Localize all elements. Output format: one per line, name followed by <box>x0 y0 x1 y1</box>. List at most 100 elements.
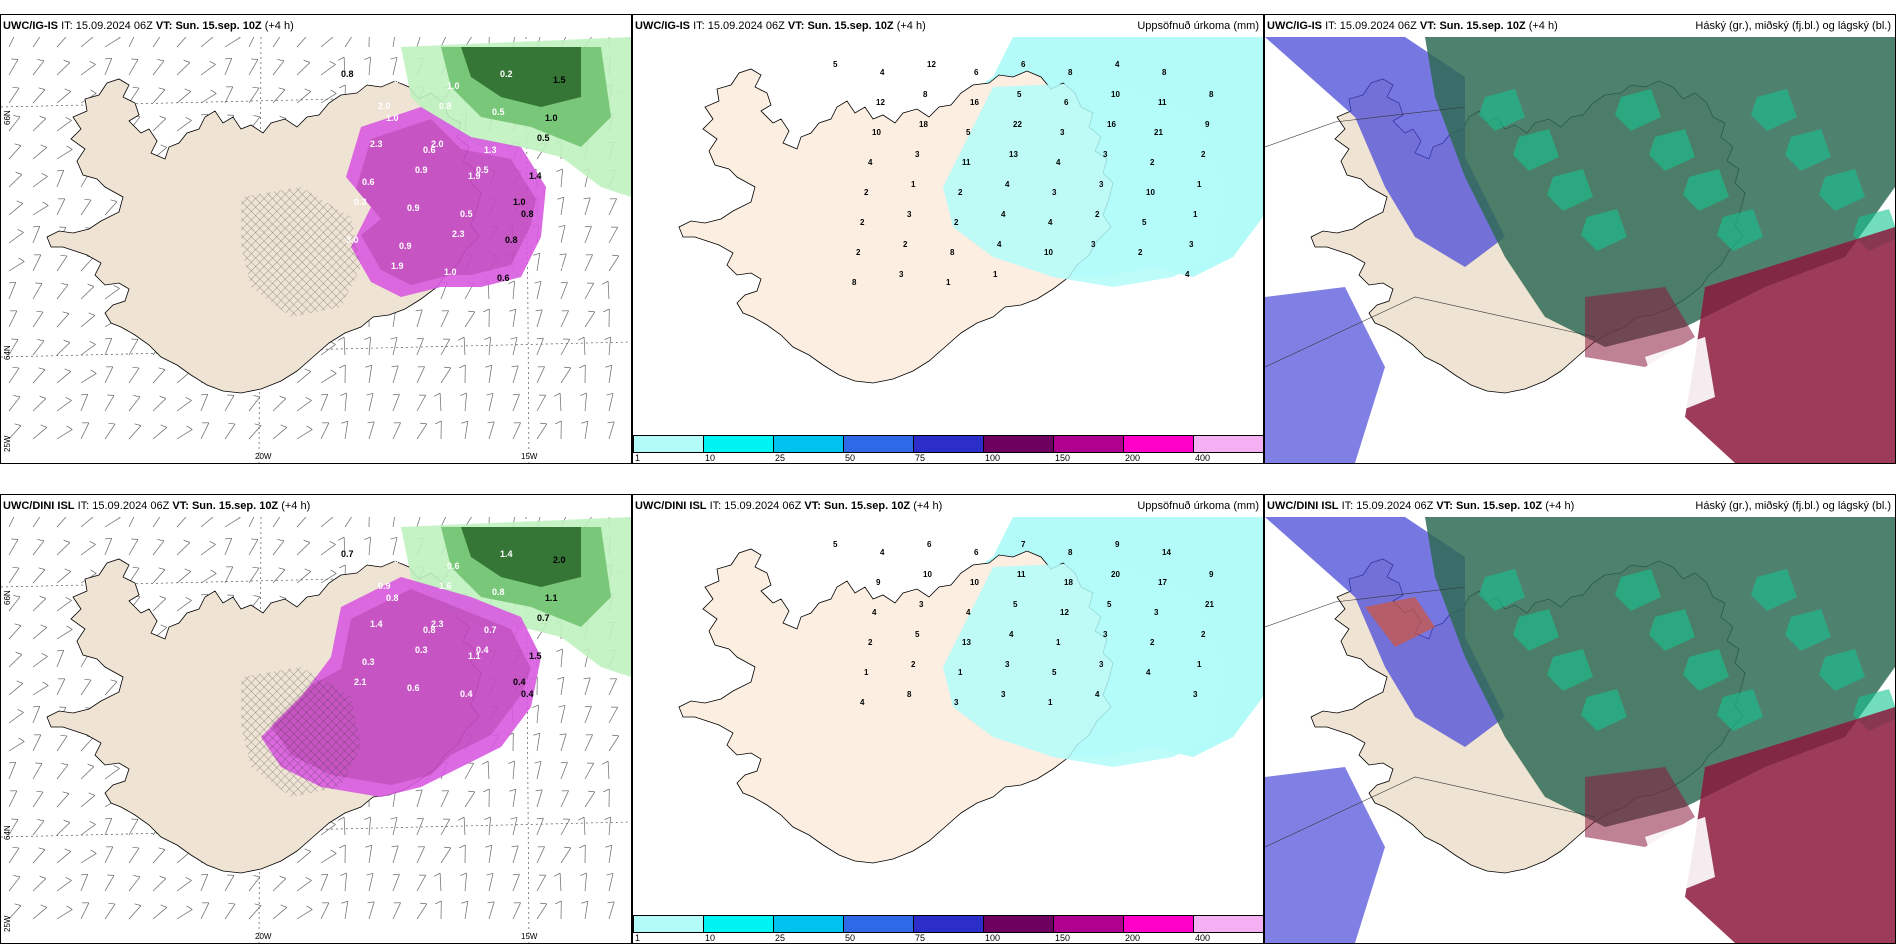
acc-value-label: 3 <box>1001 690 1006 699</box>
acc-value-label: 12 <box>876 98 885 107</box>
acc-precip-map: 5412668488128165610119101852231621243111… <box>678 37 1263 384</box>
precip-value-label: 2.3 <box>431 619 444 629</box>
legend-swatch <box>773 435 844 453</box>
legend-swatch <box>1193 435 1263 453</box>
precip-value-label: 0.6 <box>447 561 460 571</box>
precip-value-label: 0.3 <box>354 197 367 207</box>
precip-value-label: 0.8 <box>341 69 354 79</box>
legend-swatch <box>913 915 984 933</box>
precip-value-label: 0.2 <box>394 555 407 565</box>
legend-swatch <box>913 435 984 453</box>
acc-value-label: 3 <box>1154 608 1159 617</box>
cloud-panel-row1: UWC/IG-IS IT: 15.09.2024 06Z VT: Sun. 15… <box>1264 14 1896 464</box>
precip-value-label: 2.3 <box>370 139 383 149</box>
precip-value-label: 0.6 <box>362 177 375 187</box>
acc-value-label: 5 <box>1017 90 1022 99</box>
acc-value-label: 12 <box>1060 608 1069 617</box>
precip-value-label: 0.7 <box>341 549 354 559</box>
precip-value-label: 0.5 <box>476 165 489 175</box>
precip-value-label: 0.8 <box>521 209 534 219</box>
legend-label: 50 <box>845 933 856 943</box>
precip-value-label: 1.1 <box>545 593 558 603</box>
precip-value-label: 2.0 <box>553 555 566 565</box>
acc-value-label: 8 <box>1068 68 1073 77</box>
acc-value-label: 10 <box>970 578 979 587</box>
acc-value-label: 4 <box>997 240 1002 249</box>
precip-value-label: 1.0 <box>444 267 457 277</box>
acc-value-label: 2 <box>856 248 861 257</box>
acc-value-label: 4 <box>1115 60 1120 69</box>
acc-value-label: 5 <box>1013 600 1018 609</box>
legend-label: 100 <box>985 933 1001 943</box>
acc-value-label: 2 <box>903 240 908 249</box>
lon-label-20w: 20W <box>255 932 272 941</box>
precip-value-label: 0.8 <box>492 587 505 597</box>
acc-value-label: 3 <box>907 210 912 219</box>
acc-value-label: 2 <box>860 218 865 227</box>
wind-precip-map: 0.7 0.2 0.6 1.4 2.0 0.8 1.6 0.8 1.1 0.9 2.3 0.7 0.7 1… <box>1 517 631 943</box>
precip-value-label: 0.6 <box>497 273 510 283</box>
legend-label: 75 <box>915 453 926 463</box>
acc-value-label: 1 <box>1056 638 1061 647</box>
acc-value-label: 8 <box>1068 548 1073 557</box>
legend-swatch <box>773 915 844 933</box>
legend-swatch <box>633 435 704 453</box>
legend-swatch <box>703 435 774 453</box>
panel-header: UWC/IG-IS IT: 15.09.2024 06Z VT: Sun. 15… <box>1267 20 1558 32</box>
acc-value-label: 10 <box>923 570 932 579</box>
acc-value-label: 3 <box>915 150 920 159</box>
precip-value-label: 1.0 <box>545 113 558 123</box>
acc-value-label: 5 <box>1052 668 1057 677</box>
acc-value-label: 1 <box>993 270 998 279</box>
legend-label: 150 <box>1055 933 1071 943</box>
acc-value-label: 8 <box>923 90 928 99</box>
precip-value-label: 1.1 <box>558 241 571 251</box>
panel-header: UWC/DINI ISL IT: 15.09.2024 06Z VT: Sun.… <box>3 500 311 512</box>
cloud-cover-map <box>1265 37 1895 463</box>
legend-swatch <box>983 915 1054 933</box>
acc-value-label: 2 <box>1150 638 1155 647</box>
precip-value-label: 1.4 <box>370 619 383 629</box>
precip-value-label: 1.9 <box>468 171 481 181</box>
acc-value-label: 4 <box>966 608 971 617</box>
acc-value-label: 5 <box>833 60 838 69</box>
acc-precip-title: Uppsöfnuð úrkoma (mm) <box>1137 500 1259 512</box>
precip-value-label: 0.9 <box>407 203 420 213</box>
lat-label-66n: 66N <box>3 590 12 605</box>
acc-value-label: 10 <box>1146 188 1155 197</box>
legend-swatch <box>1053 915 1124 933</box>
acc-value-label: 3 <box>1099 660 1104 669</box>
acc-value-label: 9 <box>1115 540 1120 549</box>
acc-value-label: 5 <box>1107 600 1112 609</box>
acc-value-label: 4 <box>880 548 885 557</box>
precip-value-label: 2.0 <box>431 139 444 149</box>
legend-swatch <box>1053 435 1124 453</box>
lon-label-25w: 25W <box>3 435 12 452</box>
acc-value-label: 3 <box>954 698 959 707</box>
acc-value-label: 8 <box>1209 90 1214 99</box>
acc-value-label: 18 <box>1064 578 1073 587</box>
legend-label: 400 <box>1195 453 1211 463</box>
acc-value-label: 1 <box>946 278 951 287</box>
lon-label-25w: 25W <box>3 915 12 932</box>
acc-value-label: 10 <box>872 128 881 137</box>
acc-value-label: 12 <box>927 60 936 69</box>
legend-swatch <box>843 915 914 933</box>
acc-value-label: 3 <box>919 600 924 609</box>
precip-value-label: 1.0 <box>513 197 526 207</box>
acc-value-label: 22 <box>1013 120 1022 129</box>
precip-legend: 1 10 25 50 75 100 150 200 400 <box>633 435 1263 463</box>
legend-label: 200 <box>1125 933 1141 943</box>
legend-label: 10 <box>705 453 716 463</box>
acc-precip-map: 5466789149910101118201721434512532251341… <box>678 517 1263 864</box>
acc-precip-title: Uppsöfnuð úrkoma (mm) <box>1137 20 1259 32</box>
acc-value-label: 4 <box>1185 270 1190 279</box>
precip-value-label: 1.3 <box>484 145 497 155</box>
acc-value-label: 4 <box>1005 180 1010 189</box>
panel-header: UWC/IG-IS IT: 15.09.2024 06Z VT: Sun. 15… <box>635 20 926 32</box>
acc-value-label: 6 <box>1064 98 1069 107</box>
acc-value-label: 4 <box>1095 690 1100 699</box>
acc-value-label: 10 <box>1111 90 1120 99</box>
acc-value-label: 4 <box>860 698 865 707</box>
precip-value-label: 2.3 <box>452 229 465 239</box>
